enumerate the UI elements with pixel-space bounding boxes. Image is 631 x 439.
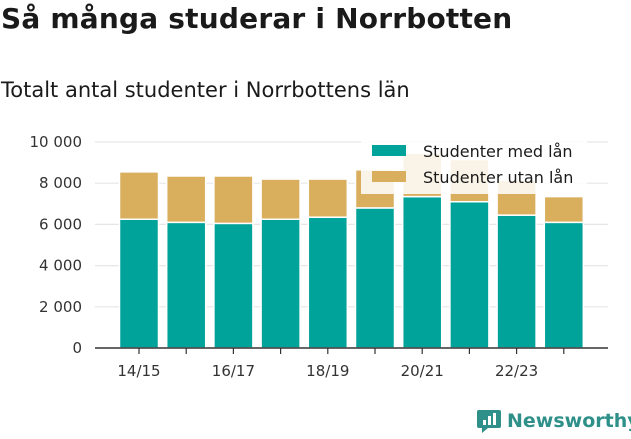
- legend-label-without-loan: Studenter utan lån: [423, 168, 573, 187]
- bar-with-loan-19-20: [354, 207, 396, 349]
- x-tick-label: 18/19: [306, 362, 349, 380]
- bar-with-loan-21-22: [449, 200, 490, 349]
- newsworthy-brand: Newsworthy: [476, 407, 631, 435]
- bar-without-loan-23-24: [543, 195, 585, 224]
- bar-with-loan-20-21: [401, 195, 443, 349]
- x-axis-ticks: 14/15 16/17 18/19 20/21 22/23: [117, 348, 565, 380]
- y-tick-label: 8 000: [39, 174, 82, 192]
- bar-with-loan-18-19: [307, 216, 349, 349]
- y-tick-label: 10 000: [30, 133, 83, 151]
- y-axis-ticks: 0 2 000 4 000 6 000 8 000 10 000: [30, 133, 83, 357]
- bar-without-loan-14-15: [118, 171, 160, 220]
- legend: Studenter med lån Studenter utan lån: [361, 137, 587, 194]
- bar-without-loan-18-19: [307, 178, 349, 218]
- brand-name: Newsworthy: [507, 410, 631, 432]
- x-tick-label: 14/15: [117, 362, 160, 380]
- x-tick-label: 16/17: [212, 362, 255, 380]
- x-tick-label: 20/21: [401, 362, 444, 380]
- bar-with-loan-17-18: [260, 218, 301, 349]
- y-tick-label: 6 000: [39, 215, 82, 233]
- y-tick-label: 4 000: [39, 257, 82, 275]
- newsworthy-logo-icon: [477, 410, 501, 433]
- chart-title: Så många studerar i Norrbotten: [1, 2, 513, 35]
- chart-subtitle: Totalt antal studenter i Norrbottens län: [1, 78, 410, 102]
- legend-swatch-without-loan: [372, 171, 406, 182]
- legend-swatch-with-loan: [372, 145, 406, 156]
- y-tick-label: 2 000: [39, 298, 82, 316]
- bar-without-loan-15-16: [165, 175, 207, 224]
- bar-without-loan-17-18: [260, 178, 301, 220]
- bar-with-loan-16-17: [213, 222, 254, 349]
- bars: [118, 152, 585, 349]
- bar-without-loan-16-17: [213, 175, 254, 225]
- x-tick-label: 22/23: [495, 362, 538, 380]
- bar-with-loan-14-15: [118, 218, 160, 349]
- legend-label-with-loan: Studenter med lån: [423, 142, 573, 161]
- bar-with-loan-22-23: [496, 214, 537, 349]
- bar-with-loan-23-24: [543, 221, 585, 349]
- y-tick-label: 0: [72, 339, 82, 357]
- bar-with-loan-15-16: [165, 221, 207, 349]
